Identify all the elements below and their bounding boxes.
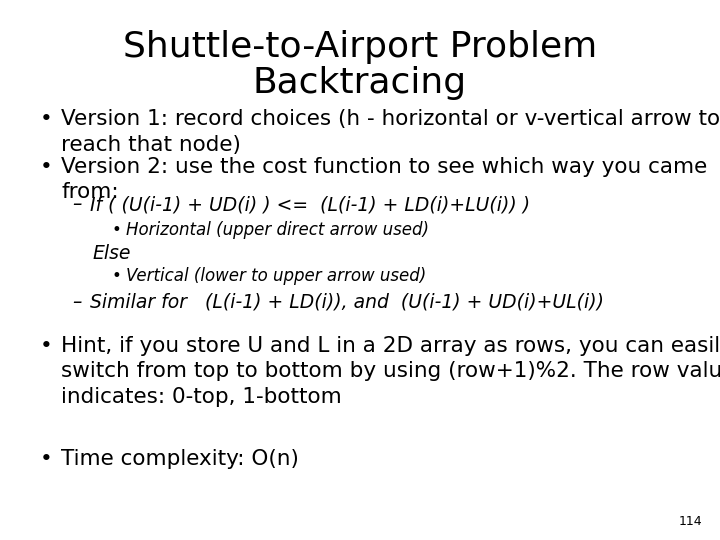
Text: Time complexity: O(n): Time complexity: O(n) (61, 449, 299, 469)
Text: •: • (40, 336, 53, 356)
Text: Else: Else (92, 244, 130, 263)
Text: •: • (40, 109, 53, 129)
Text: Version 2: use the cost function to see which way you came
from:: Version 2: use the cost function to see … (61, 157, 708, 202)
Text: –: – (72, 195, 81, 214)
Text: Hint, if you store U and L in a 2D array as rows, you can easily
switch from top: Hint, if you store U and L in a 2D array… (61, 336, 720, 407)
Text: –: – (72, 293, 81, 312)
Text: Similar for   (L(i-1) + LD(i)), and  (U(i-1) + UD(i)+UL(i)): Similar for (L(i-1) + LD(i)), and (U(i-1… (90, 293, 604, 312)
Text: If ( (U(i-1) + UD(i) ) <=  (L(i-1) + LD(i)+LU(i)) ): If ( (U(i-1) + UD(i) ) <= (L(i-1) + LD(i… (90, 195, 530, 214)
Text: •: • (112, 221, 122, 239)
Text: •: • (40, 449, 53, 469)
Text: 114: 114 (678, 515, 702, 528)
Text: Horizontal (upper direct arrow used): Horizontal (upper direct arrow used) (126, 221, 429, 239)
Text: •: • (112, 267, 122, 285)
Text: Shuttle-to-Airport Problem: Shuttle-to-Airport Problem (123, 30, 597, 64)
Text: Vertical (lower to upper arrow used): Vertical (lower to upper arrow used) (126, 267, 426, 285)
Text: •: • (40, 157, 53, 177)
Text: Backtracing: Backtracing (253, 66, 467, 100)
Text: Version 1: record choices (h - horizontal or v-vertical arrow to
reach that node: Version 1: record choices (h - horizonta… (61, 109, 720, 154)
